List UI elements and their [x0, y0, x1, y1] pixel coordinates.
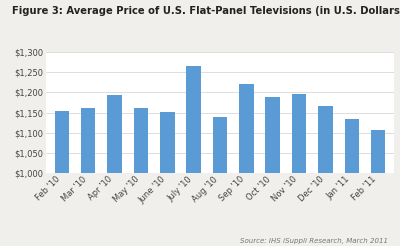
Bar	[81, 108, 96, 246]
Bar	[54, 111, 69, 246]
Bar	[160, 112, 174, 246]
Bar	[266, 97, 280, 246]
Bar	[371, 130, 386, 246]
Bar	[239, 84, 254, 246]
Text: Source: IHS iSuppli Research, March 2011: Source: IHS iSuppli Research, March 2011	[240, 238, 388, 244]
Bar	[344, 119, 359, 246]
Bar	[213, 117, 227, 246]
Bar	[318, 106, 333, 246]
Bar	[186, 66, 201, 246]
Text: Figure 3: Average Price of U.S. Flat-Panel Televisions (in U.S. Dollars): Figure 3: Average Price of U.S. Flat-Pan…	[12, 6, 400, 16]
Bar	[134, 108, 148, 246]
Bar	[107, 95, 122, 246]
Bar	[292, 94, 306, 246]
